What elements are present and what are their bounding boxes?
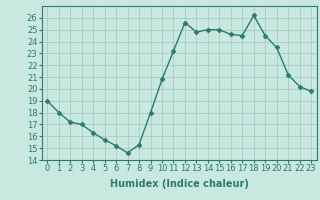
X-axis label: Humidex (Indice chaleur): Humidex (Indice chaleur) [110,179,249,189]
